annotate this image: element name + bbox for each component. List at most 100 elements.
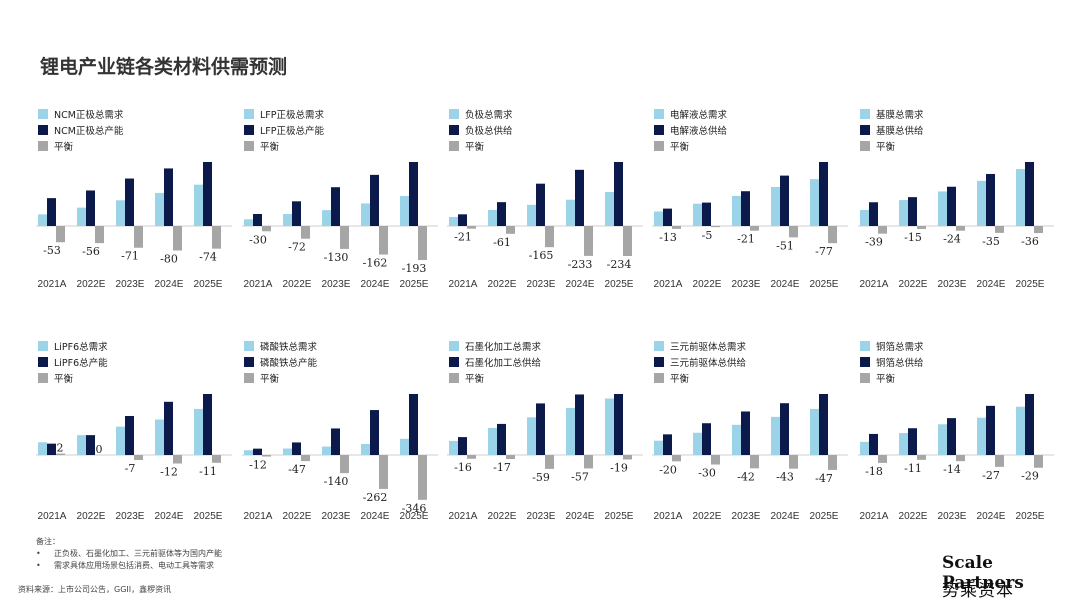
balance-label: -43 bbox=[776, 471, 794, 484]
bar-demand bbox=[527, 204, 536, 226]
balance-label: 0 bbox=[96, 443, 103, 456]
balance-label: -16 bbox=[454, 461, 472, 474]
notes: 备注： • 正负极、石墨化加工、三元前驱体等为国内产能 • 需求具体应用场景包括消费… bbox=[36, 536, 222, 572]
bar-supply bbox=[409, 162, 418, 226]
bar-balance bbox=[672, 226, 681, 229]
bar-demand bbox=[732, 424, 741, 455]
category-label: 2022E bbox=[77, 279, 106, 290]
legend-swatch bbox=[244, 373, 254, 383]
bar-balance bbox=[418, 455, 427, 500]
notes-heading: 备注： bbox=[36, 537, 60, 546]
category-label: 2022E bbox=[899, 511, 928, 522]
legend-swatch bbox=[654, 357, 664, 367]
legend-label: 平衡 bbox=[465, 141, 485, 153]
bar-supply bbox=[702, 202, 711, 226]
category-label: 2023E bbox=[527, 511, 556, 522]
category-label: 2025E bbox=[605, 511, 634, 522]
legend-label: 电解液总供给 bbox=[670, 125, 728, 137]
bar-supply bbox=[292, 201, 301, 226]
bar-demand bbox=[899, 433, 908, 455]
category-label: 2023E bbox=[938, 279, 967, 290]
category-label: 2022E bbox=[488, 511, 517, 522]
balance-label: -29 bbox=[1021, 470, 1039, 483]
bar-supply bbox=[458, 214, 467, 226]
bar-balance bbox=[672, 455, 681, 462]
bar-balance bbox=[545, 226, 554, 248]
bar-balance bbox=[584, 455, 593, 469]
bar-supply bbox=[331, 428, 340, 455]
balance-label: -57 bbox=[571, 470, 589, 483]
legend-label: LiPF6总需求 bbox=[54, 341, 108, 353]
bar-balance bbox=[956, 226, 965, 231]
brand-logo-chinese: 势乘资本 bbox=[942, 581, 1014, 601]
bar-demand bbox=[566, 199, 575, 226]
category-label: 2021A bbox=[244, 279, 273, 290]
bar-balance bbox=[506, 226, 515, 234]
legend-label: LiPF6总产能 bbox=[54, 357, 108, 369]
bar-balance bbox=[379, 226, 388, 255]
legend-swatch bbox=[654, 109, 664, 119]
bar-supply bbox=[663, 434, 672, 455]
bar-demand bbox=[693, 432, 702, 455]
category-label: 2024E bbox=[361, 511, 390, 522]
legend-label: 平衡 bbox=[876, 373, 896, 385]
category-label: 2021A bbox=[654, 511, 683, 522]
chart-panel: 铜箔总需求 铜箔总供给 平衡 -18 2021A -11 2022E -14 2023E -27 2… bbox=[856, 338, 1061, 548]
legend-label: 磷酸铁总产能 bbox=[260, 357, 318, 369]
bar-demand bbox=[194, 408, 203, 455]
bar-balance bbox=[340, 455, 349, 474]
category-label: 2024E bbox=[566, 511, 595, 522]
legend-label: 铜箔总需求 bbox=[876, 341, 924, 353]
bar-supply bbox=[869, 433, 878, 455]
bar-supply bbox=[86, 435, 95, 455]
legend-swatch bbox=[449, 341, 459, 351]
category-label: 2023E bbox=[732, 511, 761, 522]
legend-label: 磷酸铁总需求 bbox=[260, 341, 318, 353]
bar-supply bbox=[497, 202, 506, 226]
balance-label: -77 bbox=[815, 245, 833, 258]
legend-swatch bbox=[860, 141, 870, 151]
bar-supply bbox=[780, 175, 789, 226]
bar-supply bbox=[819, 394, 828, 455]
bar-balance bbox=[262, 455, 271, 457]
legend-swatch bbox=[244, 109, 254, 119]
legend-swatch bbox=[654, 341, 664, 351]
bar-supply bbox=[125, 415, 134, 455]
bar-supply bbox=[331, 187, 340, 226]
bar-demand bbox=[77, 207, 86, 226]
chart-panel: 基膜总需求 基膜总供给 平衡 -39 2021A -15 2022E -24 2023E -35 2… bbox=[856, 106, 1061, 316]
bar-balance bbox=[301, 455, 310, 462]
bar-supply bbox=[908, 428, 917, 455]
bar-demand bbox=[322, 210, 331, 226]
chart-panel: 磷酸铁总需求 磷酸铁总产能 平衡 -12 2021A -47 2022E -140 2023E -… bbox=[240, 338, 445, 548]
legend-swatch bbox=[244, 125, 254, 135]
chart-panel: 三元前驱体总需求 三元前驱体总供给 平衡 -20 2021A -30 2022E -42 202… bbox=[650, 338, 855, 548]
balance-label: -262 bbox=[363, 491, 388, 504]
balance-label: -14 bbox=[943, 463, 961, 476]
category-label: 2022E bbox=[693, 279, 722, 290]
legend-swatch bbox=[449, 109, 459, 119]
bar-demand bbox=[116, 200, 125, 226]
category-label: 2024E bbox=[155, 511, 184, 522]
category-label: 2025E bbox=[810, 511, 839, 522]
balance-label: -71 bbox=[121, 250, 139, 263]
bar-supply bbox=[536, 403, 545, 455]
category-label: 2024E bbox=[977, 279, 1006, 290]
legend-swatch bbox=[860, 341, 870, 351]
balance-label: -47 bbox=[815, 472, 833, 485]
category-label: 2021A bbox=[860, 279, 889, 290]
bar-balance bbox=[56, 226, 65, 243]
balance-label: -56 bbox=[82, 245, 100, 258]
balance-label: -51 bbox=[776, 239, 794, 252]
legend-label: 负极总供给 bbox=[465, 125, 513, 137]
chart-panel: NCM正极总需求 NCM正极总产能 平衡 -53 2021A -56 2022E -71 202… bbox=[34, 106, 239, 316]
balance-label: -15 bbox=[904, 231, 922, 244]
category-label: 2023E bbox=[116, 279, 145, 290]
balance-label: -61 bbox=[493, 236, 511, 249]
page-title: 锂电产业链各类材料供需预测 bbox=[40, 56, 288, 78]
bar-balance bbox=[379, 455, 388, 489]
